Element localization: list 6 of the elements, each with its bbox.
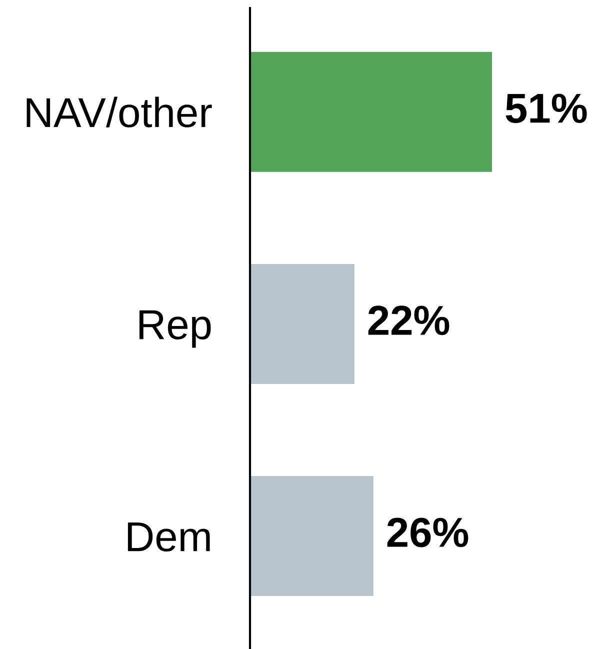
y-tick-label: Rep [139,310,211,348]
data-label: 51% [506,94,587,124]
y-tick-label: NAV/other [26,96,212,128]
data-label: 22% [368,306,450,336]
data-label: 26% [387,518,468,548]
y-tick-label: Dem [128,522,210,552]
